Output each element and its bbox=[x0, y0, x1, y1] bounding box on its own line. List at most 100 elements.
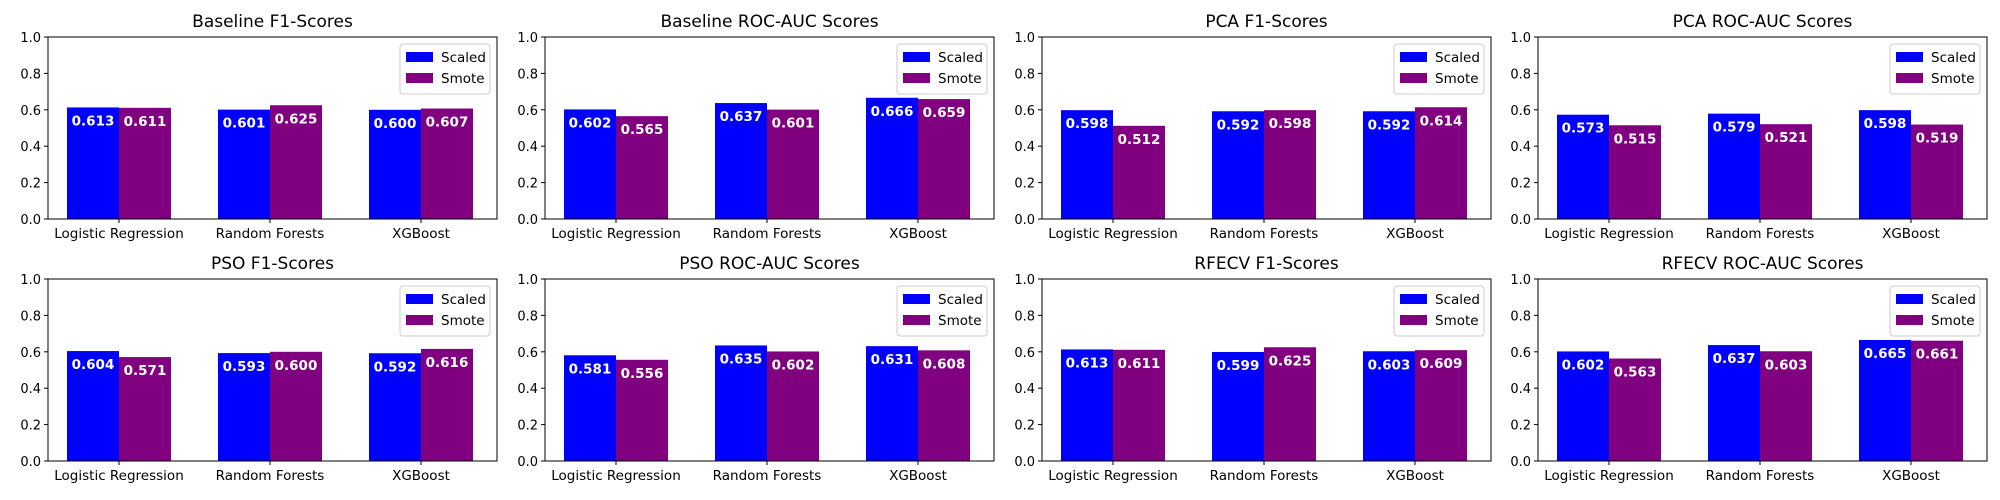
y-tick-label: 0.2 bbox=[1014, 177, 1035, 192]
subplot-5: PSO F1-Scores 0.604 0.593 0.592 0.571 0.600 0.… bbox=[20, 254, 498, 484]
y-tick-label: 0.8 bbox=[20, 309, 41, 324]
data-label: 0.665 bbox=[1864, 346, 1907, 362]
bar-smote-1 bbox=[1609, 358, 1661, 461]
y-tick-label: 0.6 bbox=[1510, 104, 1531, 119]
chart-title: RFECV F1-Scores bbox=[1194, 254, 1339, 274]
y-tick-label: 0.2 bbox=[20, 177, 41, 192]
y-tick-label: 0.4 bbox=[1510, 140, 1531, 155]
legend-swatch bbox=[406, 294, 433, 304]
data-label: 0.661 bbox=[1916, 347, 1959, 363]
y-tick-label: 0.8 bbox=[1510, 309, 1531, 324]
bar-scaled-3 bbox=[369, 109, 421, 219]
legend-swatch bbox=[903, 315, 930, 325]
data-label: 0.600 bbox=[275, 358, 318, 374]
x-tick-label: Logistic Regression bbox=[1544, 468, 1674, 484]
data-label: 0.598 bbox=[1269, 116, 1312, 132]
legend-label: Scaled bbox=[1435, 292, 1480, 308]
data-label: 0.579 bbox=[1713, 120, 1756, 136]
data-label: 0.521 bbox=[1765, 130, 1808, 146]
legend-swatch bbox=[903, 73, 930, 83]
legend-label: Smote bbox=[441, 313, 485, 329]
bar-scaled-3 bbox=[1859, 339, 1911, 461]
legend-label: Scaled bbox=[1931, 50, 1976, 66]
data-label: 0.637 bbox=[1713, 351, 1756, 367]
y-tick-label: 0.4 bbox=[1014, 140, 1035, 155]
y-tick-label: 1.0 bbox=[1014, 273, 1035, 288]
y-tick-label: 0.2 bbox=[517, 419, 538, 434]
bar-smote-2 bbox=[1264, 110, 1316, 219]
subplot-3: PCA F1-Scores 0.598 0.592 0.592 0.512 0.598 0.… bbox=[1014, 12, 1492, 242]
data-label: 0.613 bbox=[1066, 355, 1109, 371]
data-label: 0.611 bbox=[124, 114, 167, 130]
data-label: 0.571 bbox=[124, 363, 167, 379]
bar-smote-2 bbox=[270, 351, 322, 461]
bar-smote-1 bbox=[1113, 349, 1165, 461]
data-label: 0.616 bbox=[426, 355, 469, 371]
chart-title: PCA F1-Scores bbox=[1205, 12, 1327, 32]
y-tick-label: 0.0 bbox=[20, 455, 41, 470]
y-tick-label: 1.0 bbox=[517, 273, 538, 288]
data-label: 0.600 bbox=[374, 116, 417, 132]
bar-scaled-3 bbox=[369, 353, 421, 461]
data-label: 0.659 bbox=[923, 105, 966, 121]
bar-scaled-3 bbox=[1363, 351, 1415, 461]
legend: Scaled Smote bbox=[1393, 285, 1485, 337]
legend-swatch bbox=[1400, 73, 1427, 83]
axes-frame bbox=[544, 278, 995, 462]
y-tick-label: 0.6 bbox=[1014, 346, 1035, 361]
data-label: 0.625 bbox=[275, 111, 318, 127]
legend-label: Smote bbox=[938, 313, 982, 329]
data-label: 0.604 bbox=[72, 357, 115, 373]
bar-smote-1 bbox=[119, 107, 171, 219]
bar-scaled-3 bbox=[1859, 110, 1911, 219]
y-tick-label: 0.0 bbox=[1510, 213, 1531, 228]
y-tick-label: 0.8 bbox=[1014, 309, 1035, 324]
bar-scaled-2 bbox=[218, 353, 270, 461]
bar-smote-2 bbox=[270, 105, 322, 219]
x-tick-label: XGBoost bbox=[889, 226, 947, 242]
bar-scaled-1 bbox=[67, 351, 119, 461]
data-label: 0.613 bbox=[72, 113, 115, 129]
axes-frame bbox=[1041, 278, 1492, 462]
bar-scaled-1 bbox=[1061, 110, 1113, 219]
y-tick-label: 0.8 bbox=[20, 67, 41, 82]
legend: Scaled Smote bbox=[896, 285, 988, 337]
legend-swatch bbox=[903, 294, 930, 304]
data-label: 0.603 bbox=[1765, 357, 1808, 373]
legend: Scaled Smote bbox=[896, 43, 988, 95]
legend-swatch bbox=[1896, 294, 1923, 304]
legend-swatch bbox=[1400, 52, 1427, 62]
data-label: 0.607 bbox=[426, 115, 469, 131]
axes-frame bbox=[1041, 36, 1492, 220]
bar-smote-2 bbox=[767, 351, 819, 461]
bar-smote-2 bbox=[767, 109, 819, 219]
subplot-6: PSO ROC-AUC Scores 0.581 0.635 0.631 0.556 0.… bbox=[517, 254, 995, 484]
legend-label: Smote bbox=[1931, 313, 1975, 329]
axes-frame bbox=[47, 278, 498, 462]
x-tick-label: Random Forests bbox=[1706, 468, 1815, 484]
bar-scaled-3 bbox=[866, 97, 918, 219]
legend: Scaled Smote bbox=[1889, 43, 1981, 95]
x-tick-label: Logistic Regression bbox=[54, 226, 184, 242]
axes-frame bbox=[544, 36, 995, 220]
data-label: 0.601 bbox=[223, 116, 266, 132]
y-tick-label: 1.0 bbox=[1014, 31, 1035, 46]
y-tick-label: 1.0 bbox=[20, 31, 41, 46]
data-label: 0.602 bbox=[1562, 357, 1605, 373]
data-label: 0.581 bbox=[569, 361, 612, 377]
bar-smote-1 bbox=[1609, 125, 1661, 219]
data-label: 0.601 bbox=[772, 116, 815, 132]
x-tick-label: Random Forests bbox=[1210, 468, 1319, 484]
chart-title: Baseline F1-Scores bbox=[192, 12, 353, 32]
data-label: 0.614 bbox=[1420, 113, 1463, 129]
data-label: 0.611 bbox=[1118, 356, 1161, 372]
data-label: 0.592 bbox=[374, 359, 417, 375]
y-tick-label: 0.0 bbox=[517, 213, 538, 228]
legend-swatch bbox=[406, 315, 433, 325]
y-tick-label: 0.2 bbox=[1510, 177, 1531, 192]
bar-scaled-1 bbox=[564, 355, 616, 461]
legend-swatch bbox=[1400, 315, 1427, 325]
bar-scaled-1 bbox=[67, 107, 119, 219]
y-tick-label: 0.6 bbox=[20, 346, 41, 361]
